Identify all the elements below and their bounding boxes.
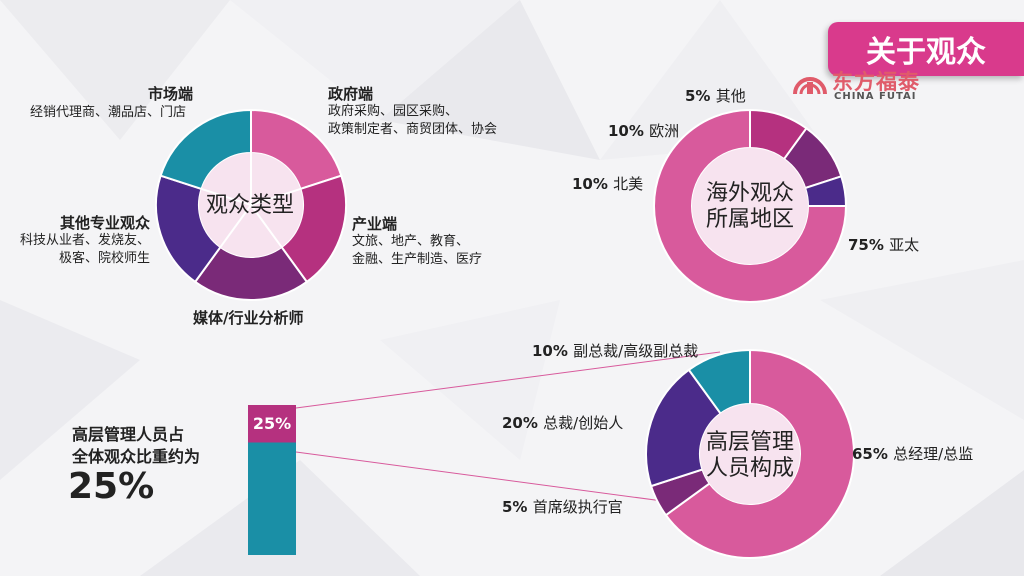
exec-label-c-level: 5% 首席级执行官: [502, 498, 623, 516]
other-title: 其他专业观众: [59, 214, 150, 232]
region-center-label: 海外观众 所属地区: [690, 181, 810, 233]
label-media: 媒体/行业分析师: [193, 309, 303, 327]
executive-share-text: 高层管理人员占 全体观众比重约为: [72, 424, 200, 468]
share-bar-executives: [248, 405, 296, 443]
region-label-europe: 10% 欧洲: [608, 122, 680, 140]
logo-chinese: 东方福泰: [832, 70, 920, 94]
market-desc: 经销代理商、潮品店、门店: [30, 105, 187, 120]
audience-type-divider-1: [250, 187, 301, 206]
media-title: 媒体/行业分析师: [193, 309, 304, 327]
audience-type-center-label: 观众类型: [205, 193, 294, 218]
label-industry: 产业端 文旅、地产、教育、 金融、生产制造、医疗: [352, 215, 482, 269]
region-label-north-america: 10% 北美: [572, 175, 644, 193]
industry-title: 产业端: [352, 215, 398, 233]
share-line1: 高层管理人员占: [72, 425, 185, 444]
other-desc1: 科技从业者、发烧友、: [19, 233, 150, 248]
executives-center-label: 高层管理 人员构成: [690, 430, 810, 482]
share-line2: 全体观众比重约为: [72, 447, 201, 466]
page-title: 关于观众: [828, 22, 1024, 76]
exec-label-gm-director: 65% 总经理/总监: [852, 445, 974, 463]
exec-label-president-founder: 20% 总裁/创始人: [502, 414, 624, 432]
label-other-professional: 其他专业观众 科技从业者、发烧友、 极客、院校师生: [6, 214, 150, 268]
government-desc2: 政策制定者、商贸团体、协会: [328, 122, 498, 137]
industry-desc1: 文旅、地产、教育、: [352, 234, 470, 249]
connector-top: [295, 351, 721, 409]
label-market: 市场端: [148, 85, 193, 103]
industry-desc2: 金融、生产制造、医疗: [352, 252, 483, 267]
government-desc1: 政府采购、园区采购、: [328, 104, 459, 119]
region-center-line2: 所属地区: [705, 207, 794, 232]
share-bar-rest: [248, 442, 296, 555]
company-logo: 东方福泰 CHINA FUTAI: [792, 66, 932, 106]
executives-center-line2: 人员构成: [705, 456, 794, 481]
region-center-line1: 海外观众: [705, 181, 794, 206]
connector-bottom: [295, 451, 701, 507]
label-government: 政府端 政府采购、园区采购、 政策制定者、商贸团体、协会: [328, 85, 497, 139]
audience-type-divider-3: [219, 204, 252, 248]
government-title: 政府端: [328, 85, 374, 103]
other-desc2: 极客、院校师生: [58, 251, 150, 266]
market-title: 市场端: [148, 85, 194, 103]
region-center: [692, 148, 808, 264]
exec-label-vp: 10% 副总裁/高级副总裁: [532, 342, 699, 360]
audience-type-divider-2: [250, 204, 283, 248]
region-label-apac: 75% 亚太: [848, 236, 920, 254]
logo-english: CHINA FUTAI: [834, 91, 917, 102]
executives-center: [700, 404, 800, 504]
audience-type-divider-4: [201, 187, 252, 206]
executive-share-value: 25%: [68, 466, 155, 507]
region-label-other: 5% 其他: [685, 87, 746, 105]
executives-center-line1: 高层管理: [705, 430, 794, 455]
logo-icon: [793, 77, 827, 95]
share-bar-label: 25%: [252, 413, 292, 433]
